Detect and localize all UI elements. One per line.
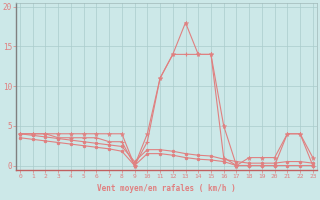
X-axis label: Vent moyen/en rafales ( km/h ): Vent moyen/en rafales ( km/h ) bbox=[97, 184, 236, 193]
